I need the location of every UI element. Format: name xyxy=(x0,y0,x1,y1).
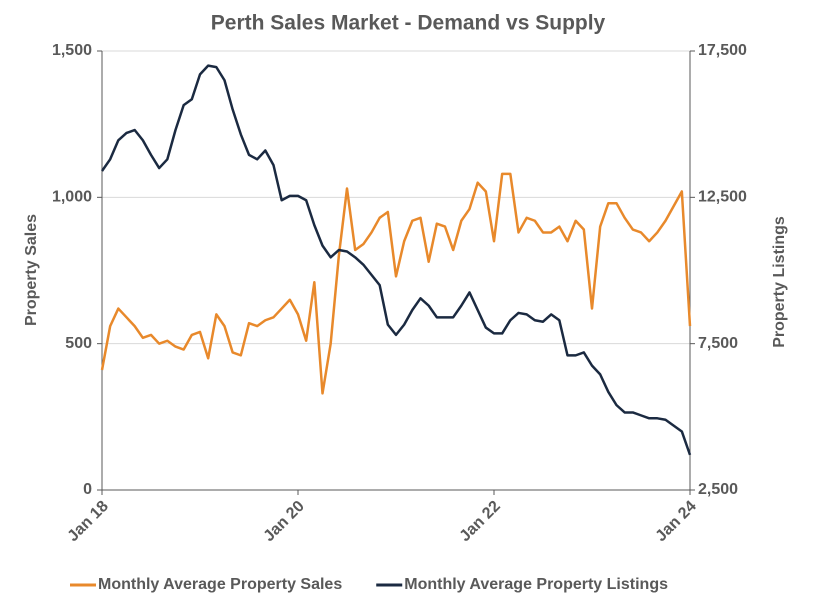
legend-label: Monthly Average Property Sales xyxy=(98,576,342,593)
y2-tick-label: 7,500 xyxy=(698,335,738,352)
y-tick-label: 1,500 xyxy=(52,42,92,59)
y2-tick-label: 12,500 xyxy=(698,189,747,206)
y-tick-label: 1,000 xyxy=(52,189,92,206)
x-tick-label: Jan 18 xyxy=(65,498,112,545)
y2-tick-label: 17,500 xyxy=(698,42,747,59)
legend-label: Monthly Average Property Listings xyxy=(404,576,668,593)
chart-title: Perth Sales Market - Demand vs Supply xyxy=(211,12,606,35)
series-line xyxy=(100,64,692,456)
x-tick-label: Jan 20 xyxy=(261,498,308,545)
x-tick-label: Jan 22 xyxy=(457,498,504,545)
y-tick-label: 500 xyxy=(65,335,92,352)
y2-tick-label: 2,500 xyxy=(698,481,738,498)
y2-axis-label: Property Listings xyxy=(771,216,788,348)
y-axis-label: Property Sales xyxy=(23,214,40,326)
y-tick-label: 0 xyxy=(83,481,92,498)
series-line xyxy=(100,172,692,395)
x-tick-label: Jan 24 xyxy=(653,498,700,545)
